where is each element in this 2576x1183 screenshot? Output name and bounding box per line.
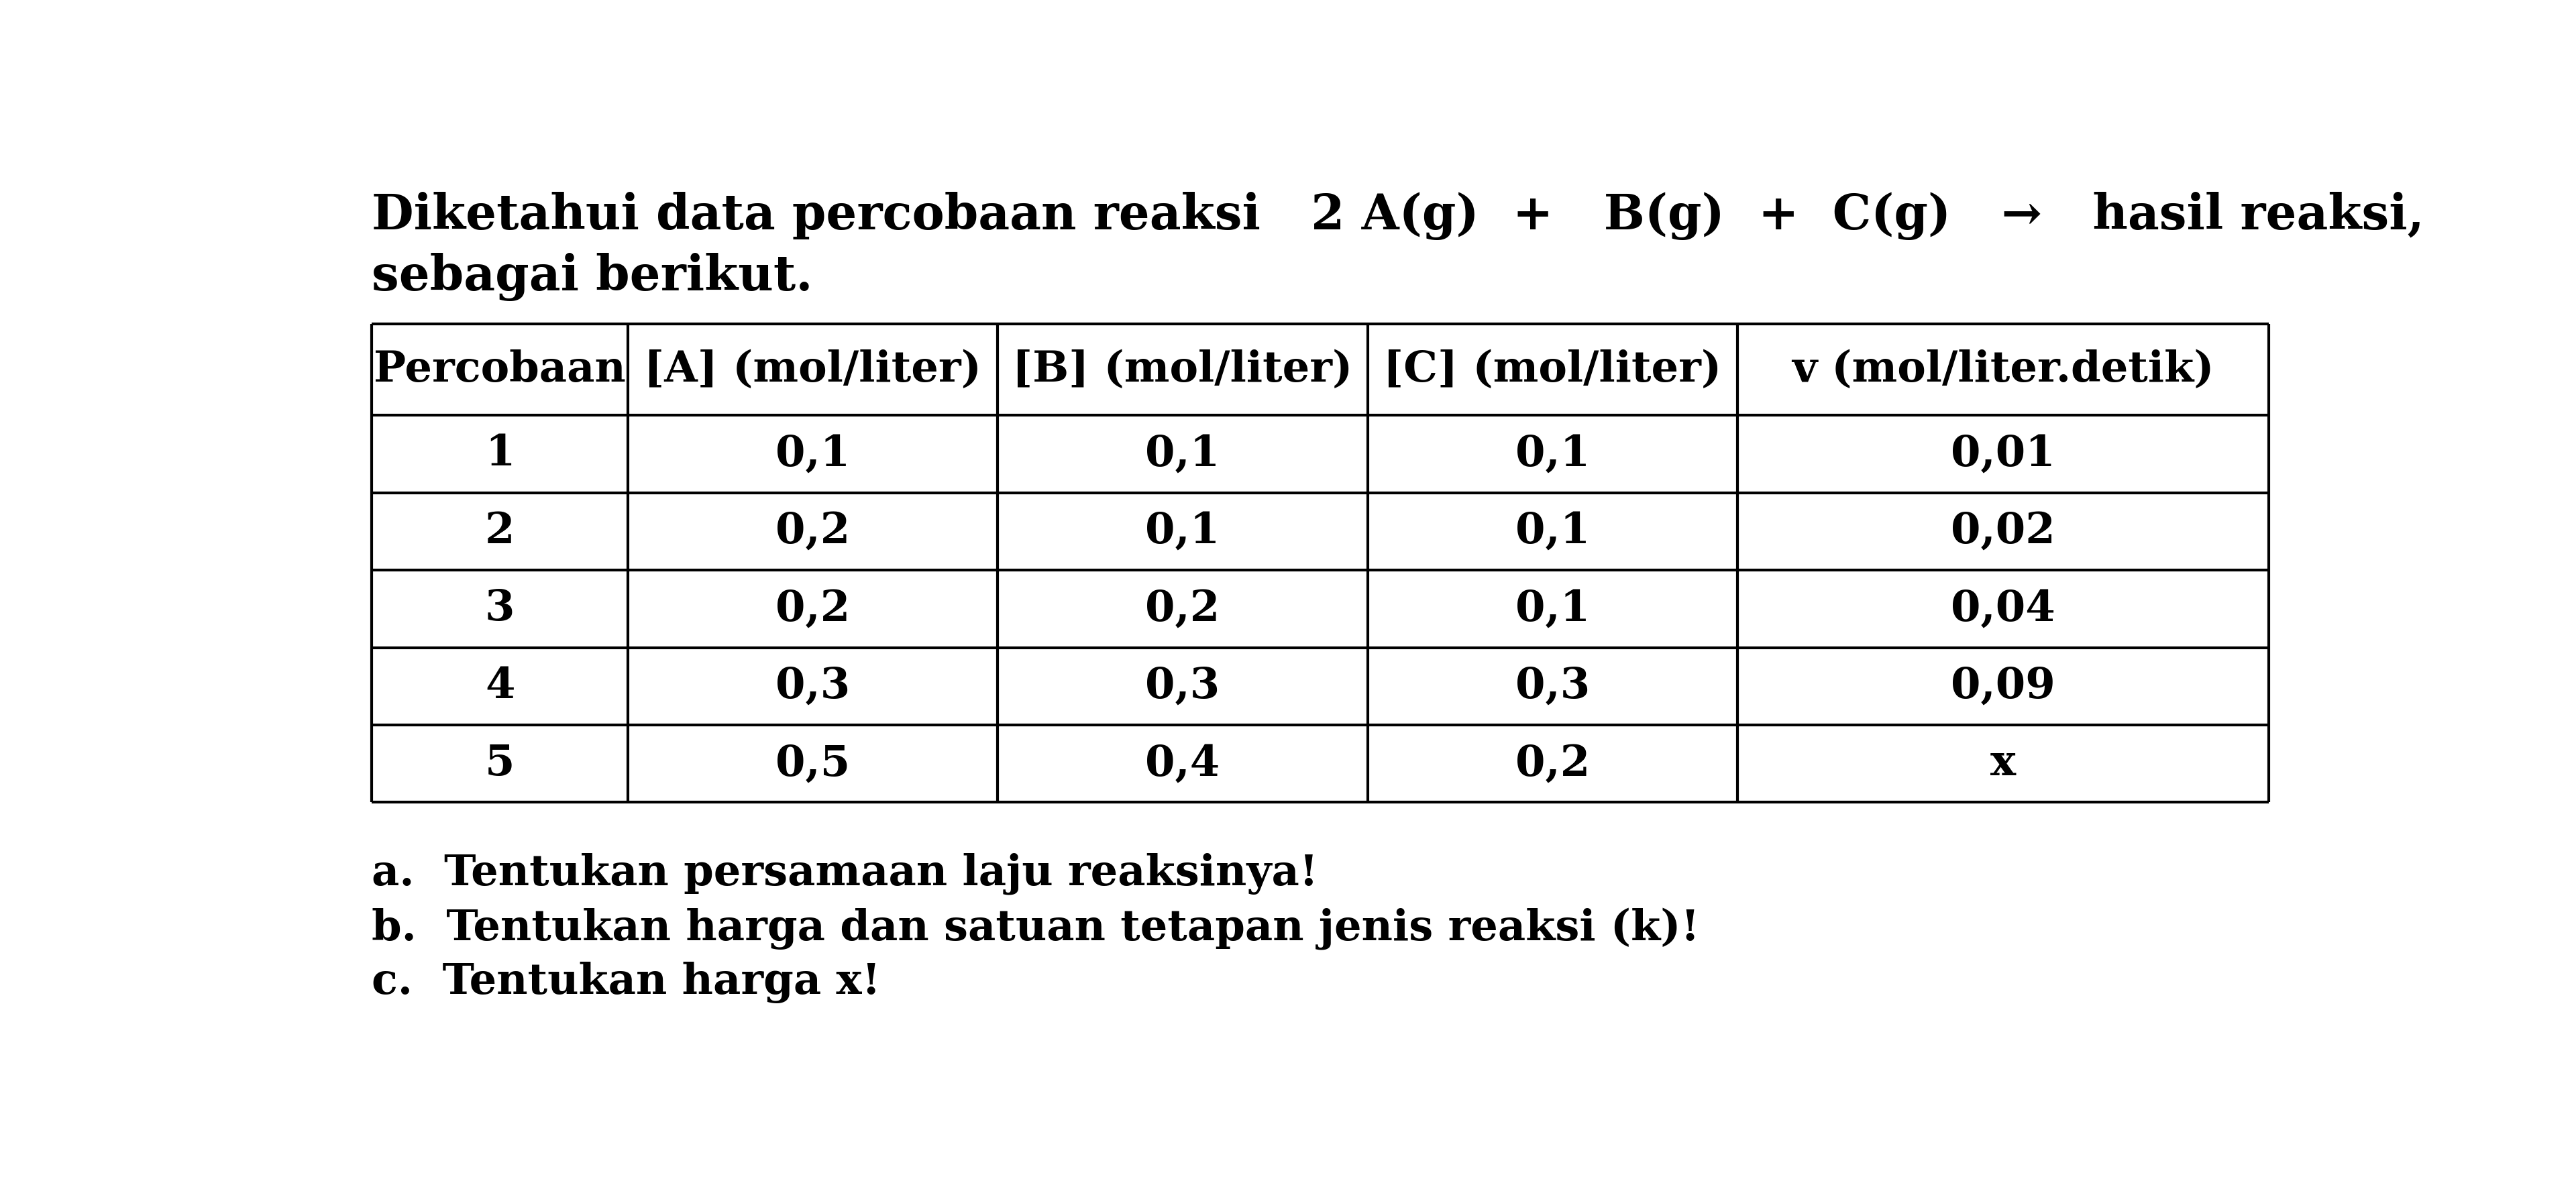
Text: c.  Tentukan harga x!: c. Tentukan harga x!	[371, 962, 881, 1003]
Text: 0,5: 0,5	[775, 743, 850, 784]
Text: 0,2: 0,2	[775, 511, 850, 551]
Text: v (mol/liter.detik): v (mol/liter.detik)	[1793, 349, 2215, 390]
Text: b.  Tentukan harga dan satuan tetapan jenis reaksi (k)!: b. Tentukan harga dan satuan tetapan jen…	[371, 907, 1700, 949]
Text: 0,09: 0,09	[1950, 666, 2056, 706]
Text: 1: 1	[484, 433, 515, 474]
Text: 0,01: 0,01	[1950, 433, 2056, 474]
Text: a.  Tentukan persamaan laju reaksinya!: a. Tentukan persamaan laju reaksinya!	[371, 853, 1319, 894]
Text: [A] (mol/liter): [A] (mol/liter)	[644, 349, 981, 390]
Text: 0,2: 0,2	[775, 588, 850, 629]
Text: 0,3: 0,3	[1515, 666, 1589, 706]
Text: 5: 5	[484, 743, 515, 784]
Text: 3: 3	[484, 588, 515, 629]
Text: 0,4: 0,4	[1146, 743, 1221, 784]
Text: Diketahui data percobaan reaksi   2 A(g)  +   B(g)  +  C(g)   →   hasil reaksi,: Diketahui data percobaan reaksi 2 A(g) +…	[371, 192, 2424, 240]
Text: 0,1: 0,1	[1515, 588, 1589, 629]
Text: 0,1: 0,1	[1146, 511, 1221, 551]
Text: 0,2: 0,2	[1146, 588, 1221, 629]
Text: [C] (mol/liter): [C] (mol/liter)	[1383, 349, 1721, 390]
Text: 0,3: 0,3	[775, 666, 850, 706]
Text: x: x	[1991, 743, 2017, 784]
Text: sebagai berikut.: sebagai berikut.	[371, 253, 814, 302]
Text: 4: 4	[484, 666, 515, 706]
Text: 0,1: 0,1	[1515, 433, 1589, 474]
Text: Percobaan: Percobaan	[374, 349, 626, 390]
Text: 0,02: 0,02	[1950, 511, 2056, 551]
Text: 0,04: 0,04	[1950, 588, 2056, 629]
Text: 0,1: 0,1	[1515, 511, 1589, 551]
Text: 0,3: 0,3	[1146, 666, 1221, 706]
Text: 0,2: 0,2	[1515, 743, 1589, 784]
Text: 0,1: 0,1	[775, 433, 850, 474]
Text: 0,1: 0,1	[1146, 433, 1221, 474]
Text: [B] (mol/liter): [B] (mol/liter)	[1012, 349, 1352, 390]
Text: 2: 2	[484, 511, 515, 551]
